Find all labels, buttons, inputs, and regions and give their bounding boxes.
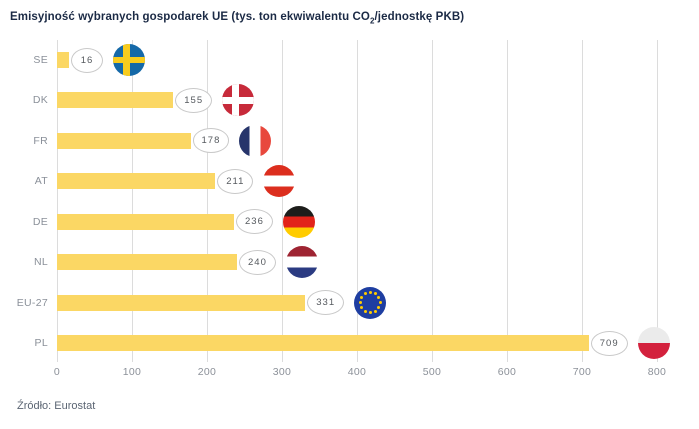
chart-title-text-end: /jednostkę PKB) [374, 11, 465, 23]
eu-star-dot [363, 292, 367, 296]
gridline-x-700 [582, 40, 583, 362]
germany-flag-icon [282, 205, 315, 238]
x-tick-label: 400 [347, 366, 367, 378]
eu-star-dot [368, 311, 372, 315]
bar-row-fr: FR 178 [33, 124, 658, 157]
gridline-x-100 [132, 40, 133, 362]
france-flag-icon [239, 124, 272, 157]
bar [57, 132, 191, 149]
gridline-x-800 [657, 40, 658, 362]
bar-row-se: SE 16 [33, 44, 658, 76]
value-badge: 236 [236, 209, 273, 235]
plot-area: SE 16 DK 155 FR 178 AT 211 DE 236 NL 240 EU-27 331 PL 7… [17, 40, 670, 362]
x-tick-label: 300 [272, 366, 292, 378]
sweden-flag-icon [113, 44, 145, 76]
gridline-x-600 [507, 40, 508, 362]
category-label: DK [32, 94, 48, 107]
category-label: DE [32, 215, 48, 228]
austria-flag-icon [263, 165, 296, 198]
bar-row-de: DE 236 [33, 205, 658, 238]
chart-title: Emisyjność wybranych gospodarek UE (tys.… [10, 11, 464, 25]
value-badge: 178 [192, 128, 230, 154]
x-tick-label: 700 [572, 366, 592, 378]
category-label: AT [34, 175, 48, 188]
gridline-x-200 [207, 40, 208, 362]
value-badge: 709 [590, 330, 628, 356]
gridline-x-500 [432, 40, 433, 362]
gridline-x-300 [282, 40, 283, 362]
bar [57, 213, 234, 230]
gridline-x-0 [57, 40, 58, 362]
bar [57, 52, 69, 68]
eu-star-dot [378, 301, 382, 305]
bar-row-pl: PL 709 [35, 327, 670, 359]
gridline-x-400 [357, 40, 358, 362]
category-label: SE [33, 54, 48, 66]
netherlands-flag-icon [285, 246, 318, 279]
source-note: Źródło: Eurostat [17, 400, 96, 412]
bar [57, 254, 237, 271]
chart-title-text: Emisyjność wybranych gospodarek UE (tys.… [10, 11, 370, 23]
bar [57, 335, 589, 351]
bar [57, 294, 306, 311]
bar-row-nl: NL 240 [34, 246, 658, 279]
eu-star-dot [368, 291, 372, 295]
value-badge: 155 [175, 87, 213, 113]
value-badge: 211 [217, 168, 254, 194]
x-tick-label: 500 [422, 366, 442, 378]
bar [57, 173, 216, 190]
eu-star-dot [377, 296, 381, 300]
value-badge: 240 [239, 249, 276, 275]
x-tick-label: 600 [497, 366, 517, 378]
category-label: NL [33, 256, 48, 269]
bar-row-eu-27: EU-27 331 [17, 286, 658, 319]
eu-star-dot [359, 296, 363, 300]
poland-flag-icon [637, 327, 670, 359]
eu-star-dot [373, 309, 377, 313]
x-tick-label: 200 [197, 366, 217, 378]
denmark-flag-icon [222, 84, 255, 117]
chart-title-subscript: 2 [369, 16, 375, 26]
value-badge: 16 [71, 47, 103, 73]
eu-star-dot [359, 306, 363, 310]
eu-star-dot [358, 301, 362, 305]
x-tick-label: 0 [53, 366, 61, 378]
eu-star-dot [377, 306, 381, 310]
eu-flag-icon [354, 286, 387, 319]
category-label: EU-27 [16, 296, 48, 309]
cross-horizontal [222, 97, 255, 104]
category-label: FR [33, 134, 48, 147]
x-tick-label: 100 [122, 366, 142, 378]
bar-row-dk: DK 155 [33, 84, 658, 117]
eu-star-dot [363, 309, 367, 313]
x-tick-label: 800 [647, 366, 667, 378]
bar [57, 92, 174, 109]
cross-horizontal [113, 56, 145, 64]
eu-star-dot [373, 292, 377, 296]
bar-row-at: AT 211 [35, 165, 658, 198]
category-label: PL [34, 337, 48, 349]
value-badge: 331 [307, 290, 345, 316]
x-axis: 0 100 200 300 400 500 600 700 800 [54, 366, 666, 380]
